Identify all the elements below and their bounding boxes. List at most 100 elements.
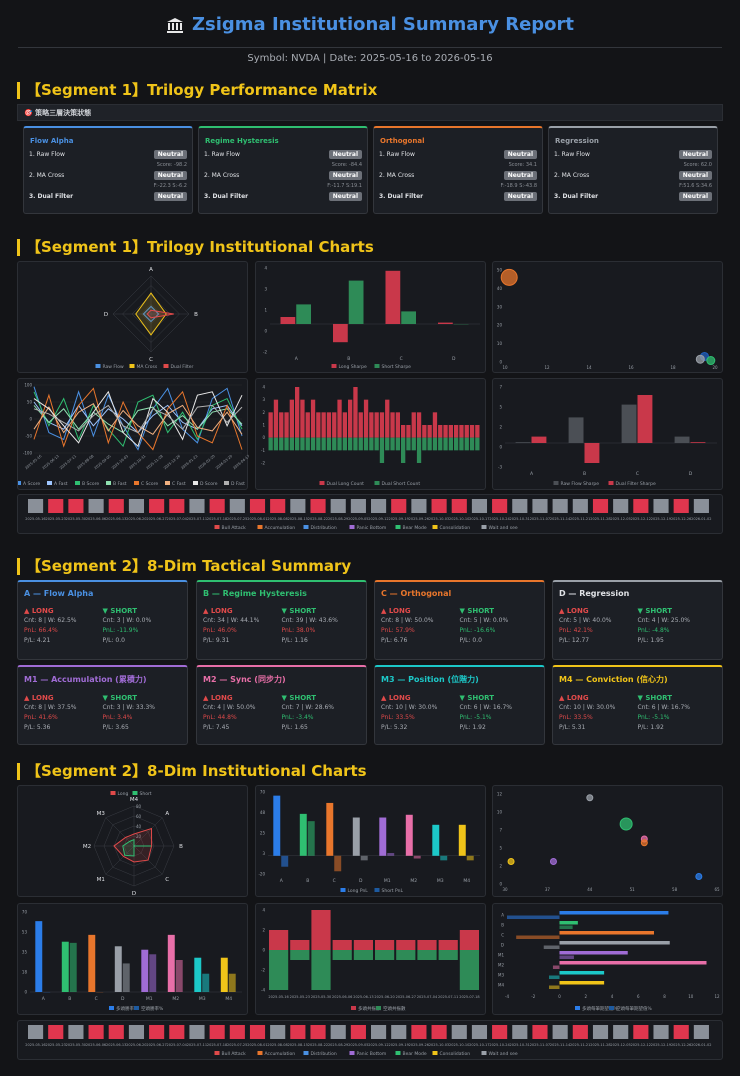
legend-label: Distribution (311, 525, 337, 531)
count-bar (427, 437, 432, 451)
legend-label: Accumulation (265, 525, 296, 531)
short-label: ▼ SHORT (459, 694, 495, 702)
heat-cell (48, 1025, 64, 1039)
heat-cell (249, 1025, 266, 1039)
short-count: Cnt: 3 | W: 0.0% (102, 617, 152, 624)
x-tick: M1 (146, 996, 153, 1002)
radar-series-Short (122, 838, 152, 857)
short-pf: P/L: 1.92 (637, 724, 664, 731)
long-pf: P/L: 9.31 (203, 637, 230, 644)
x-tick: 2025-07-11 (59, 454, 77, 470)
long-pnl: PnL: 46.0% (203, 627, 237, 634)
bar-A (515, 442, 531, 443)
count-bar (295, 387, 300, 438)
date-tick: 2025-10-17 (469, 1043, 489, 1047)
hbar-M3 (549, 975, 560, 979)
count-bar (337, 399, 342, 438)
heat-cell (451, 1025, 467, 1039)
8dim-scatter-panel-svg: 0 2 5 7 10 12 30 37 44 51 58 65 (497, 792, 720, 893)
status-badge: Neutral (328, 192, 362, 201)
legend-label: Wait and see (489, 525, 518, 531)
hbar-D (543, 945, 560, 949)
y-tick: 3 (262, 397, 265, 402)
long-pnl: PnL: 66.4% (24, 627, 58, 634)
heat-cell (471, 499, 488, 513)
date-tick: 2025-10-03 (429, 1043, 449, 1047)
date-tick: 2025-10-17 (469, 517, 489, 521)
count-bar (411, 412, 416, 438)
legend-swatch (395, 1051, 401, 1055)
x-tick: 2025-05-30 (311, 995, 331, 999)
legend-swatch (331, 364, 337, 368)
y-tick: 7 (499, 385, 502, 390)
heat-cell (451, 499, 467, 513)
legend-swatch (95, 364, 101, 368)
radar-series-Dual Filter (146, 309, 174, 319)
radar-axis-label: D (104, 312, 108, 318)
tactical-card-columns: ▲ LONG Cnt: 34 | W: 44.1% PnL: 46.0% P/L: 9… (197, 606, 366, 646)
heat-cell (169, 499, 185, 513)
resonance-bar (353, 940, 373, 950)
trilogy-card-row: 1. Raw Flow Neutral (374, 149, 542, 160)
resonance-bar (269, 950, 289, 990)
legend-label: 空頭勝率% (141, 1005, 164, 1012)
long-pnl: PnL: 33.5% (381, 714, 415, 721)
long-pf: P/L: 6.76 (381, 637, 408, 644)
date-tick: 2025-08-08 (267, 517, 287, 521)
count-bar (358, 412, 363, 438)
trilogy-card-title: Orthogonal (380, 137, 425, 145)
count-bar (432, 437, 438, 451)
resonance-bar-panel: -4 -2 0 2 4 2025-05-16 2025-05-23 2025-05-30 202… (255, 903, 486, 1015)
count-bar (268, 437, 273, 451)
scatter-point (507, 858, 515, 865)
short-pnl: PnL: -11.9% (102, 627, 139, 634)
y-tick: -50 (25, 434, 32, 439)
count-bar (427, 425, 432, 438)
short-pf: P/L: 0.0 (459, 637, 482, 644)
heat-cell (391, 1025, 407, 1039)
heat-cell (28, 1025, 44, 1039)
x-tick: A (530, 471, 534, 477)
x-tick: 2026-01-23 (180, 454, 198, 470)
date-tick: 2025-09-05 (348, 517, 368, 521)
legend-swatch (163, 364, 169, 368)
date-tick: 2025-07-11 (187, 517, 207, 521)
legend-swatch (395, 525, 401, 529)
radar-tick: 80 (136, 804, 142, 809)
radar-axis-label: C (149, 357, 153, 363)
status-badge: Neutral (328, 150, 362, 159)
resonance-bar (375, 940, 395, 950)
heat-cell (270, 499, 286, 513)
heat-cell (371, 499, 387, 513)
short-label: ▼ SHORT (102, 607, 138, 615)
bar-D (122, 963, 130, 992)
bar-C (621, 404, 637, 443)
long-count: Cnt: 4 | W: 50.0% (203, 704, 256, 711)
count-bar (422, 425, 427, 438)
long-label: ▲ LONG (381, 694, 411, 702)
count-bar (326, 412, 332, 438)
date-tick: 2025-11-07 (530, 517, 550, 521)
y-tick: 0 (499, 882, 502, 887)
x-tick: M2 (172, 996, 179, 1002)
legend-label: Bull Attack (222, 1051, 247, 1057)
date-tick: 2025-05-30 (66, 1043, 86, 1047)
legend-swatch (110, 791, 116, 795)
legend-label: C Fast (172, 481, 186, 487)
hbar-A (507, 915, 560, 919)
trilogy-card-row: 2. MA Cross Neutral (199, 170, 367, 181)
legend-swatch (224, 481, 229, 485)
tactical-card: M3 — Position (位階力) ▲ LONG Cnt: 10 | W: 30… (374, 665, 545, 745)
y-tick: 10 (497, 810, 503, 815)
x-tick: A (42, 996, 46, 1002)
x-tick: M3 (199, 996, 206, 1002)
short-count: Cnt: 6 | W: 16.7% (637, 704, 691, 711)
count-bar (363, 437, 369, 451)
date-tick: 2025-08-15 (288, 1043, 308, 1047)
report-header: Zsigma Institutional Summary Report (0, 14, 740, 37)
legend-label: Short Sharpe (382, 364, 412, 370)
heat-cell (633, 1025, 649, 1039)
short-pnl: PnL: -3.4% (281, 714, 314, 721)
x-tick: M1 (384, 878, 391, 884)
